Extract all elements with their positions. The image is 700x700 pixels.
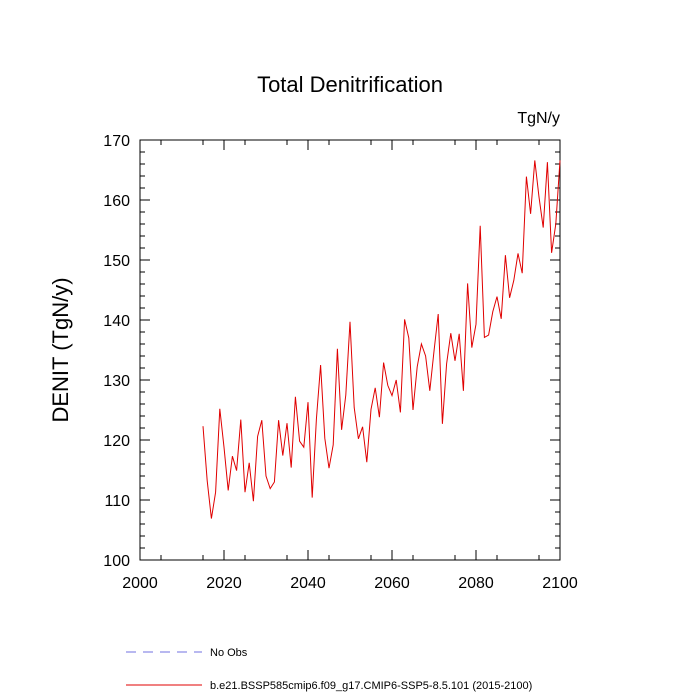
y-axis-label: DENIT (TgN/y) — [48, 277, 73, 422]
x-tick-label: 2060 — [374, 575, 410, 592]
y-tick-label: 150 — [103, 253, 130, 270]
units-label: TgN/y — [517, 110, 560, 127]
legend-label: No Obs — [210, 647, 248, 659]
legend: No Obs b.e21.BSSP585cmip6.f09_g17.CMIP6-S… — [126, 647, 532, 692]
x-tick-label: 2020 — [206, 575, 242, 592]
plot-area: 2000 2020 2040 2060 2080 2100 100 110 120 130 140 1… — [103, 133, 578, 592]
x-tick-label: 2100 — [542, 575, 578, 592]
legend-label: b.e21.BSSP585cmip6.f09_g17.CMIP6-SSP5-8.… — [210, 680, 532, 692]
x-tick-label: 2080 — [458, 575, 494, 592]
x-tick-label: 2040 — [290, 575, 326, 592]
y-tick-label: 140 — [103, 313, 130, 330]
y-tick-label: 160 — [103, 193, 130, 210]
y-tick-label: 130 — [103, 373, 130, 390]
y-tick-label: 120 — [103, 433, 130, 450]
x-tick-label: 2000 — [122, 575, 158, 592]
chart-title: Total Denitrification — [257, 72, 443, 97]
plot-frame — [139, 139, 561, 561]
y-tick-label: 170 — [103, 133, 130, 150]
series-line — [202, 160, 561, 519]
y-tick-label: 110 — [104, 493, 130, 510]
y-tick-label: 100 — [103, 553, 130, 570]
